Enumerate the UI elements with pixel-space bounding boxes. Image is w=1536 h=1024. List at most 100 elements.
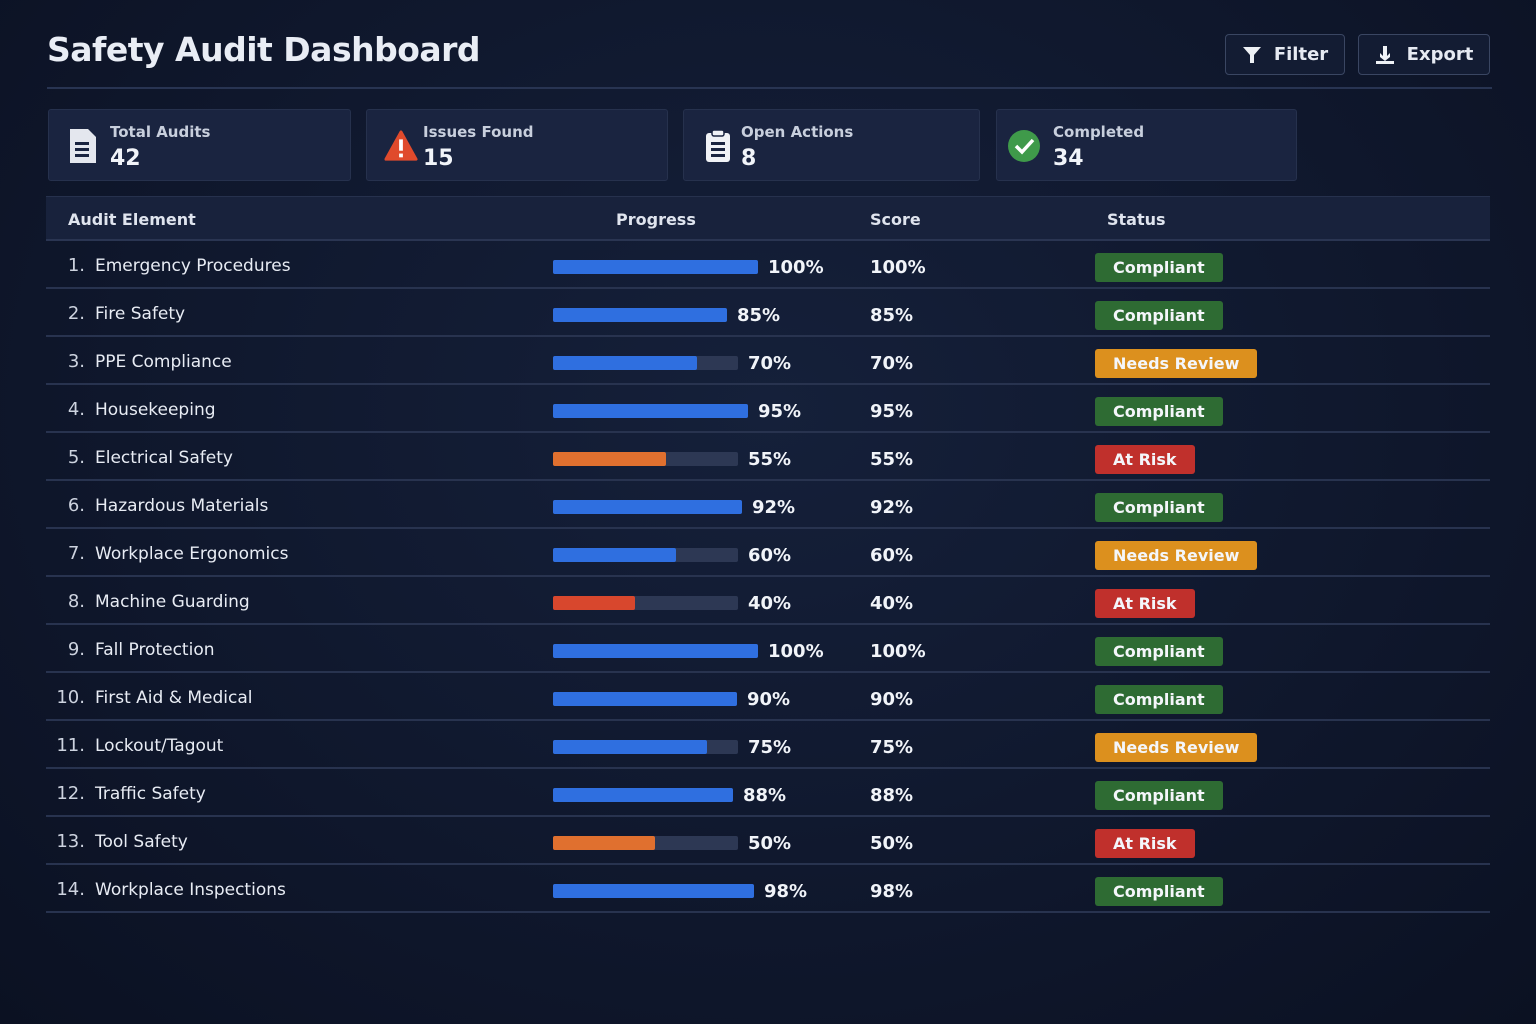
audit-element-name: Fire Safety: [95, 304, 186, 324]
audit-element-name: Lockout/Tagout: [95, 736, 224, 756]
card-value: 15: [423, 146, 454, 171]
status-badge: Compliant: [1095, 781, 1223, 810]
table-row[interactable]: 7. Workplace Ergonomics 60% 60% Needs Re…: [46, 529, 1490, 577]
score-value: 75%: [870, 737, 914, 758]
status-badge: Compliant: [1095, 397, 1223, 426]
status-badge: Compliant: [1095, 637, 1223, 666]
score-value: 92%: [870, 497, 914, 518]
column-header-score[interactable]: Score: [870, 210, 921, 229]
score-value: 100%: [870, 641, 926, 662]
card-issues-found: Issues Found 15: [366, 109, 668, 181]
audit-element-name: Hazardous Materials: [95, 496, 269, 516]
table-row[interactable]: 8. Machine Guarding 40% 40% At Risk: [46, 577, 1490, 625]
progress-bar: [553, 308, 727, 322]
progress-fill: [553, 404, 748, 418]
filter-button[interactable]: Filter: [1225, 34, 1345, 75]
status-badge: Compliant: [1095, 493, 1223, 522]
progress-fill: [553, 644, 758, 658]
audit-element-name: PPE Compliance: [95, 352, 232, 372]
row-number: 4.: [67, 399, 85, 420]
filter-label: Filter: [1273, 44, 1329, 65]
progress-fill: [553, 836, 655, 850]
table-row[interactable]: 10. First Aid & Medical 90% 90% Complian…: [46, 673, 1490, 721]
status-badge: Compliant: [1095, 877, 1223, 906]
progress-percent: 70%: [748, 353, 792, 374]
status-badge: Needs Review: [1095, 733, 1258, 762]
header-divider: [47, 87, 1492, 89]
score-value: 100%: [870, 257, 926, 278]
table-row[interactable]: 6. Hazardous Materials 92% 92% Compliant: [46, 481, 1490, 529]
column-header-progress[interactable]: Progress: [616, 210, 696, 229]
audit-table: Audit Element Progress Score Status 1. E…: [46, 196, 1490, 913]
row-number: 8.: [67, 591, 85, 612]
progress-fill: [553, 884, 754, 898]
progress-bar: [553, 740, 738, 754]
filter-icon: [1242, 46, 1261, 63]
progress-percent: 55%: [748, 449, 792, 470]
progress-bar: [553, 788, 733, 802]
card-label: Total Audits: [110, 123, 211, 141]
table-row[interactable]: 9. Fall Protection 100% 100% Compliant: [46, 625, 1490, 673]
row-number: 6.: [67, 495, 85, 516]
table-row[interactable]: 11. Lockout/Tagout 75% 75% Needs Review: [46, 721, 1490, 769]
row-number: 14.: [56, 879, 85, 900]
card-open-actions: Open Actions 8: [683, 109, 980, 181]
card-label: Completed: [1053, 123, 1145, 141]
card-value: 34: [1053, 146, 1084, 171]
status-badge: Compliant: [1095, 685, 1223, 714]
progress-percent: 92%: [752, 497, 796, 518]
progress-percent: 100%: [768, 641, 824, 662]
row-number: 12.: [56, 783, 85, 804]
score-value: 60%: [870, 545, 914, 566]
score-value: 50%: [870, 833, 914, 854]
table-row[interactable]: 12. Traffic Safety 88% 88% Compliant: [46, 769, 1490, 817]
table-row[interactable]: 5. Electrical Safety 55% 55% At Risk: [46, 433, 1490, 481]
status-badge: Needs Review: [1095, 349, 1258, 378]
progress-percent: 50%: [748, 833, 792, 854]
table-row[interactable]: 14. Workplace Inspections 98% 98% Compli…: [46, 865, 1490, 913]
row-number: 7.: [67, 543, 85, 564]
card-value: 42: [110, 146, 141, 171]
table-row[interactable]: 1. Emergency Procedures 100% 100% Compli…: [46, 241, 1490, 289]
audit-element-name: Traffic Safety: [95, 784, 206, 804]
export-label: Export: [1406, 44, 1474, 65]
row-number: 1.: [67, 255, 85, 276]
row-number: 3.: [67, 351, 85, 372]
score-value: 90%: [870, 689, 914, 710]
score-value: 88%: [870, 785, 914, 806]
table-row[interactable]: 2. Fire Safety 85% 85% Compliant: [46, 289, 1490, 337]
row-number: 11.: [56, 735, 85, 756]
export-button[interactable]: Export: [1358, 34, 1490, 75]
progress-bar: [553, 884, 754, 898]
progress-fill: [553, 452, 666, 466]
progress-fill: [553, 788, 733, 802]
column-header-status[interactable]: Status: [1107, 210, 1166, 229]
table-row[interactable]: 13. Tool Safety 50% 50% At Risk: [46, 817, 1490, 865]
score-value: 85%: [870, 305, 914, 326]
progress-bar: [553, 260, 758, 274]
clipboard-icon: [701, 127, 735, 165]
table-header: Audit Element Progress Score Status: [46, 196, 1490, 241]
status-badge: At Risk: [1095, 829, 1195, 858]
card-label: Open Actions: [741, 123, 854, 141]
row-number: 2.: [67, 303, 85, 324]
card-total-audits: Total Audits 42: [48, 109, 351, 181]
score-value: 95%: [870, 401, 914, 422]
progress-bar: [553, 548, 738, 562]
progress-percent: 88%: [743, 785, 787, 806]
column-header-audit-element[interactable]: Audit Element: [68, 210, 196, 229]
audit-element-name: Workplace Ergonomics: [95, 544, 289, 564]
card-label: Issues Found: [423, 123, 534, 141]
page-title: Safety Audit Dashboard: [47, 30, 481, 69]
table-row[interactable]: 4. Housekeeping 95% 95% Compliant: [46, 385, 1490, 433]
progress-bar: [553, 452, 738, 466]
progress-bar: [553, 500, 742, 514]
row-number: 10.: [56, 687, 85, 708]
card-completed: Completed 34: [996, 109, 1297, 181]
score-value: 55%: [870, 449, 914, 470]
progress-bar: [553, 692, 737, 706]
audit-element-name: Electrical Safety: [95, 448, 233, 468]
progress-fill: [553, 548, 676, 562]
progress-percent: 95%: [758, 401, 802, 422]
table-row[interactable]: 3. PPE Compliance 70% 70% Needs Review: [46, 337, 1490, 385]
